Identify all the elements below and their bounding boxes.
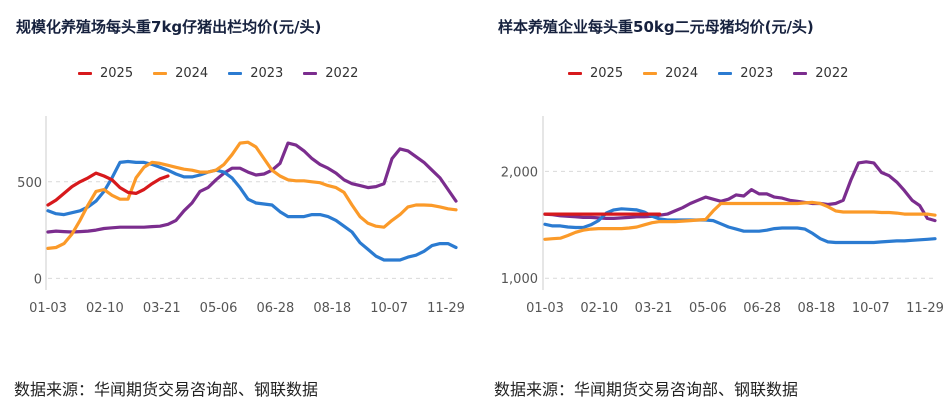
series-line-2022 [46, 141, 458, 234]
source-note: 数据来源：华闻期货交易咨询部、钢联数据 [494, 380, 799, 399]
x-tick-label: 02-10 [580, 301, 618, 316]
y-tick-label: 500 [17, 176, 42, 191]
series-line-2022 [543, 160, 937, 223]
legend-item-2024[interactable]: 2024 [643, 66, 698, 81]
x-tick-label: 05-06 [689, 301, 727, 316]
x-tick-label: 03-21 [635, 301, 673, 316]
legend-item-2023[interactable]: 2023 [228, 66, 283, 81]
y-tick-label: 1,000 [501, 272, 538, 287]
legend-label: 2023 [250, 66, 284, 81]
legend-label: 2025 [590, 66, 624, 81]
x-tick-label: 10-07 [852, 301, 890, 316]
legend-label: 2025 [100, 66, 134, 81]
legend-swatch-2024 [153, 72, 168, 75]
x-tick-label: 10-07 [370, 301, 408, 316]
chart-legend: 2025 2024 2023 2022 [78, 66, 358, 81]
legend-swatch-2024 [643, 72, 658, 75]
legend-swatch-2023 [228, 72, 243, 75]
legend-item-2022[interactable]: 2022 [793, 66, 848, 81]
chart-legend: 2025 2024 2023 2022 [568, 66, 848, 81]
x-tick-label: 08-18 [313, 301, 351, 316]
x-tick-label: 11-29 [906, 301, 944, 316]
chart-title: 规模化养殖场每头重7kg仔猪出栏均价(元/头) [16, 18, 322, 36]
y-tick-label: 2,000 [501, 165, 538, 180]
series-line-2023 [543, 207, 937, 245]
chart-title: 样本养殖企业每头重50kg二元母猪均价(元/头) [498, 18, 814, 36]
legend-item-2024[interactable]: 2024 [153, 66, 208, 81]
legend-label: 2022 [815, 66, 849, 81]
legend-swatch-2023 [718, 72, 733, 75]
chart-panel-sow: 样本养殖企业每头重50kg二元母猪均价(元/头) 2025 2024 2023 … [476, 0, 952, 410]
x-tick-label: 08-18 [798, 301, 836, 316]
x-tick-label: 11-29 [427, 301, 465, 316]
series-line-2024 [46, 140, 458, 250]
x-tick-label: 06-28 [257, 301, 295, 316]
legend-label: 2024 [665, 66, 699, 81]
line-chart-sow: 1,000 2,000 01-03 02-10 03-21 05-06 06-28 08-18… [501, 116, 944, 316]
legend-item-2023[interactable]: 2023 [718, 66, 773, 81]
line-chart-piglet: 0 500 01-03 02-10 03-21 05-06 06-28 08-18 10-07 1… [17, 116, 465, 316]
legend-label: 2024 [175, 66, 209, 81]
legend-swatch-2022 [793, 72, 808, 75]
x-tick-label: 01-03 [29, 301, 67, 316]
legend-swatch-2022 [303, 72, 318, 75]
series-line-2023 [46, 159, 458, 262]
x-tick-label: 06-28 [743, 301, 781, 316]
legend-item-2025[interactable]: 2025 [78, 66, 133, 81]
legend-swatch-2025 [78, 72, 92, 75]
x-tick-label: 02-10 [86, 301, 124, 316]
series-line-2024 [543, 200, 937, 241]
x-tick-label: 01-03 [526, 301, 564, 316]
legend-item-2022[interactable]: 2022 [303, 66, 358, 81]
series-line-2025 [46, 171, 170, 207]
x-tick-label: 03-21 [143, 301, 181, 316]
chart-panel-piglet: 规模化养殖场每头重7kg仔猪出栏均价(元/头) 2025 2024 2023 2… [14, 18, 465, 399]
y-tick-label: 0 [34, 272, 42, 287]
x-tick-label: 05-06 [200, 301, 238, 316]
legend-label: 2022 [325, 66, 359, 81]
legend-swatch-2025 [568, 72, 582, 75]
source-note: 数据来源：华闻期货交易咨询部、钢联数据 [14, 380, 319, 399]
legend-item-2025[interactable]: 2025 [568, 66, 623, 81]
legend-label: 2023 [740, 66, 774, 81]
